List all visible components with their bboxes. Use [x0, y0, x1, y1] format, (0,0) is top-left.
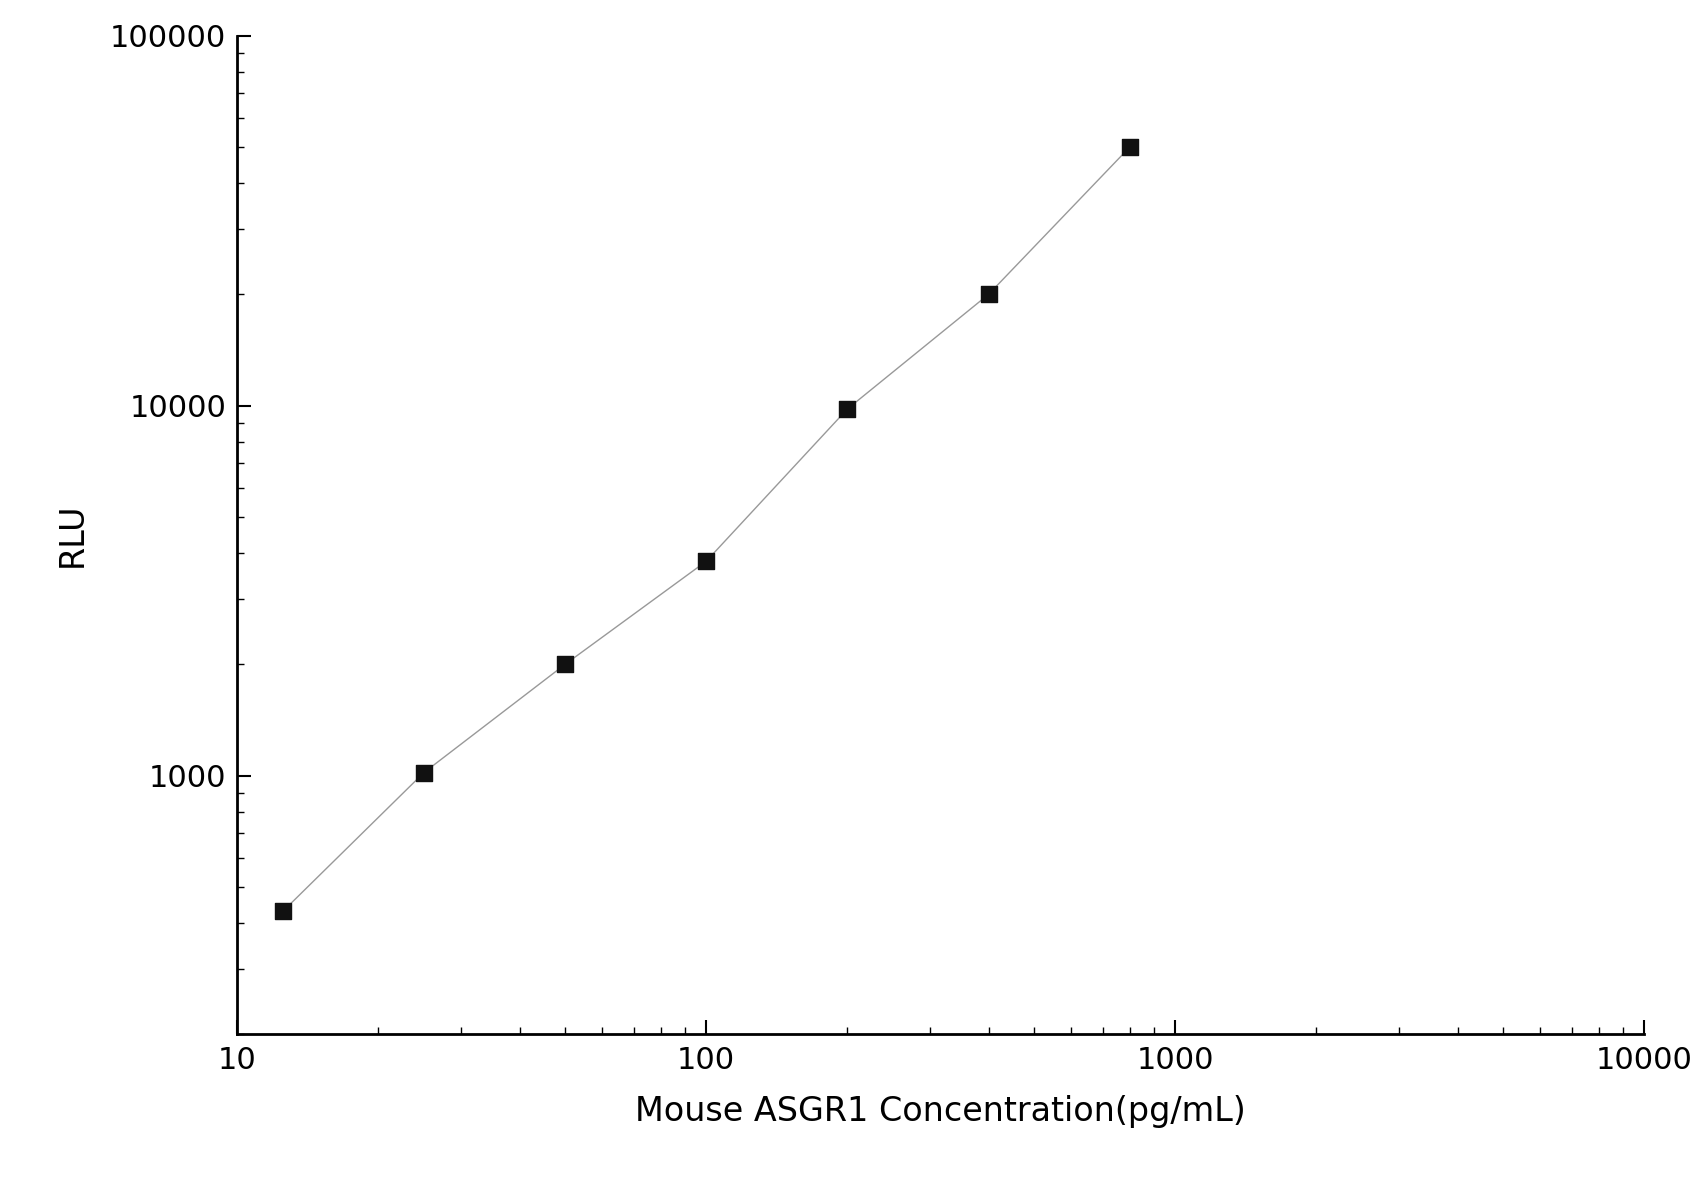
Point: [551, 655, 578, 674]
X-axis label: Mouse ASGR1 Concentration(pg/mL): Mouse ASGR1 Concentration(pg/mL): [636, 1095, 1246, 1128]
Point: [410, 763, 437, 782]
Point: [270, 902, 297, 921]
Point: [975, 285, 1002, 304]
Point: [834, 400, 861, 419]
Point: [693, 552, 720, 571]
Y-axis label: RLU: RLU: [56, 503, 90, 567]
Point: [1117, 138, 1144, 157]
